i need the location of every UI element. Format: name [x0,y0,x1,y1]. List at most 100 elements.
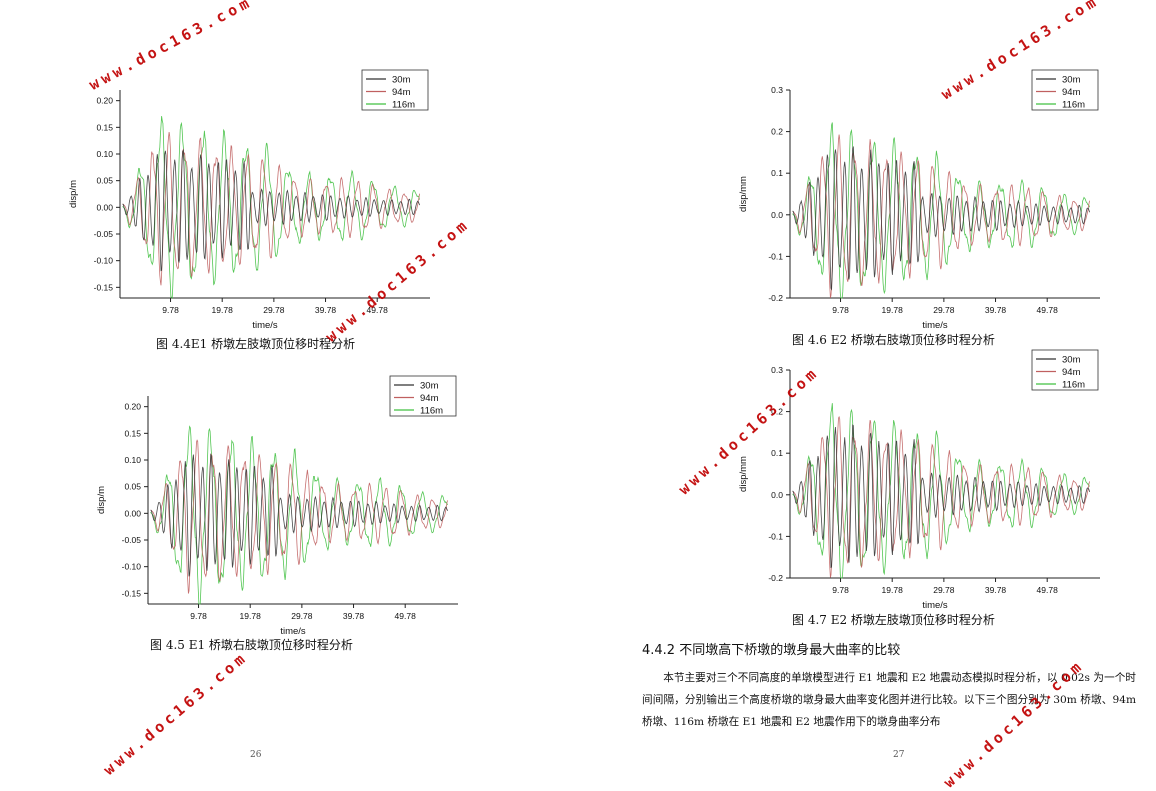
legend-label: 94m [420,393,439,404]
x-tick-label: 9.78 [190,611,207,621]
legend-label: 30m [1062,355,1081,366]
y-tick-label: -0.05 [122,535,142,545]
y-tick-label: 0.20 [96,96,113,106]
series-line-30m [122,149,420,272]
y-tick-label: -0.1 [768,531,783,541]
series-line-94m [150,439,448,594]
x-tick-label: 9.78 [832,305,849,315]
y-axis-label: disp/mm [738,456,749,492]
figure-4-4-chart: 0.20 0.15 0.10 0.05 0.00 -0.05 -0.10 -0.15 9.78 1… [60,66,440,331]
x-tick-label: 19.78 [882,305,904,315]
figure-4-6-caption: 图 4.6 E2 桥墩右肢墩顶位移时程分析 [792,333,995,347]
y-tick-label: -0.2 [768,573,783,583]
legend-label: 116m [392,100,415,111]
figure-4-6-chart: 0.3 0.2 0.1 0.0 -0.1 -0.2 9.78 19.78 29.78 39.78 4… [730,66,1110,331]
legend-label: 94m [1062,367,1081,378]
x-tick-label: 39.78 [985,305,1007,315]
x-tick-label: 39.78 [315,305,337,315]
chart-svg: 0.3 0.2 0.1 0.0 -0.1 -0.2 9.78 19.78 29.78 39.78 4… [738,69,1100,331]
figure-4-7-chart: 0.3 0.2 0.1 0.0 -0.1 -0.2 9.78 19.78 29.78 39.78 4… [730,346,1110,611]
y-tick-label: -0.15 [94,282,114,292]
figure-4-4-caption: 图 4.4E1 桥墩左肢墩顶位移时程分析 [156,337,356,351]
figure-4-5-chart: 0.20 0.15 0.10 0.05 0.00 -0.05 -0.10 -0.15 9.78 1… [88,372,468,637]
x-tick-label: 49.78 [395,611,417,621]
x-axis-label: time/s [280,626,306,637]
y-tick-label: 0.05 [124,482,141,492]
y-tick-label: -0.2 [768,293,783,303]
series-line-30m [150,453,448,577]
legend-label: 94m [392,87,411,98]
legend-box [1031,69,1099,111]
y-tick-label: 0.3 [771,365,783,375]
series-line-94m [792,415,1090,578]
section-paragraph: 本节主要对三个不同高度的单墩模型进行 E1 地震和 E2 地震动态模拟时程分析，… [642,672,1136,728]
page-number-right: 27 [893,750,905,760]
x-tick-label: 29.78 [291,611,313,621]
x-tick-label: 49.78 [1037,305,1059,315]
y-tick-label: 0.10 [124,455,141,465]
y-tick-label: 0.1 [771,448,783,458]
y-tick-label: 0.05 [96,176,113,186]
x-axis-label: time/s [252,320,278,331]
x-tick-label: 49.78 [367,305,389,315]
y-tick-label: 0.15 [124,428,141,438]
x-axis-label: time/s [922,320,948,331]
x-tick-label: 39.78 [343,611,365,621]
x-tick-label: 29.78 [933,585,955,595]
x-tick-label: 19.78 [240,611,262,621]
legend-label: 116m [1062,100,1085,111]
watermark: www.doc163.com [100,647,252,779]
series-line-94m [792,134,1090,298]
y-tick-label: -0.10 [94,256,114,266]
series-line-116m [792,403,1090,579]
y-tick-label: 0.2 [771,407,783,417]
chart-svg: 0.20 0.15 0.10 0.05 0.00 -0.05 -0.10 -0.15 9.78 1… [96,375,458,637]
series-line-116m [150,425,448,605]
x-tick-label: 9.78 [832,585,849,595]
x-tick-label: 19.78 [212,305,234,315]
y-tick-label: 0.00 [96,202,113,212]
y-axis-label: disp/m [68,180,79,208]
x-tick-label: 29.78 [263,305,285,315]
x-tick-label: 39.78 [985,585,1007,595]
y-tick-label: 0.0 [771,490,783,500]
series-line-94m [122,132,420,286]
x-tick-label: 49.78 [1037,585,1059,595]
legend-label: 116m [420,406,443,417]
y-tick-label: 0.20 [124,402,141,412]
legend-label: 30m [1062,75,1081,86]
y-tick-label: 0.0 [771,210,783,220]
y-tick-label: 0.2 [771,127,783,137]
page-number-left: 26 [250,750,262,760]
x-tick-label: 19.78 [882,585,904,595]
y-tick-label: 0.00 [124,508,141,518]
legend-box [389,375,457,417]
y-tick-label: -0.05 [94,229,114,239]
x-tick-label: 9.78 [162,305,179,315]
figure-4-7-caption: 图 4.7 E2 桥墩左肢墩顶位移时程分析 [792,613,995,627]
chart-svg: 0.3 0.2 0.1 0.0 -0.1 -0.2 9.78 19.78 29.78 39.78 4… [738,349,1100,611]
y-tick-label: -0.1 [768,251,783,261]
legend-label: 30m [392,75,411,86]
y-tick-label: 0.10 [96,149,113,159]
y-tick-label: -0.15 [122,588,142,598]
y-tick-label: 0.3 [771,85,783,95]
x-axis-label: time/s [922,600,948,611]
y-tick-label: -0.10 [122,562,142,572]
y-axis-label: disp/m [96,486,107,514]
chart-svg: 0.20 0.15 0.10 0.05 0.00 -0.05 -0.10 -0.15 9.78 1… [68,69,430,331]
y-tick-label: 0.1 [771,168,783,178]
series-line-116m [122,116,420,300]
y-axis-label: disp/mm [738,176,749,212]
legend-box [361,69,429,111]
series-line-116m [792,122,1090,299]
legend-box [1031,349,1099,391]
series-line-30m [792,424,1090,569]
figure-4-5-caption: 图 4.5 E1 桥墩右肢墩顶位移时程分析 [150,638,353,652]
section-heading: 4.4.2 不同墩高下桥墩的墩身最大曲率的比较 [642,643,901,658]
x-tick-label: 29.78 [933,305,955,315]
series-line-30m [792,146,1090,291]
legend-label: 30m [420,381,439,392]
legend-label: 94m [1062,87,1081,98]
y-tick-label: 0.15 [96,122,113,132]
